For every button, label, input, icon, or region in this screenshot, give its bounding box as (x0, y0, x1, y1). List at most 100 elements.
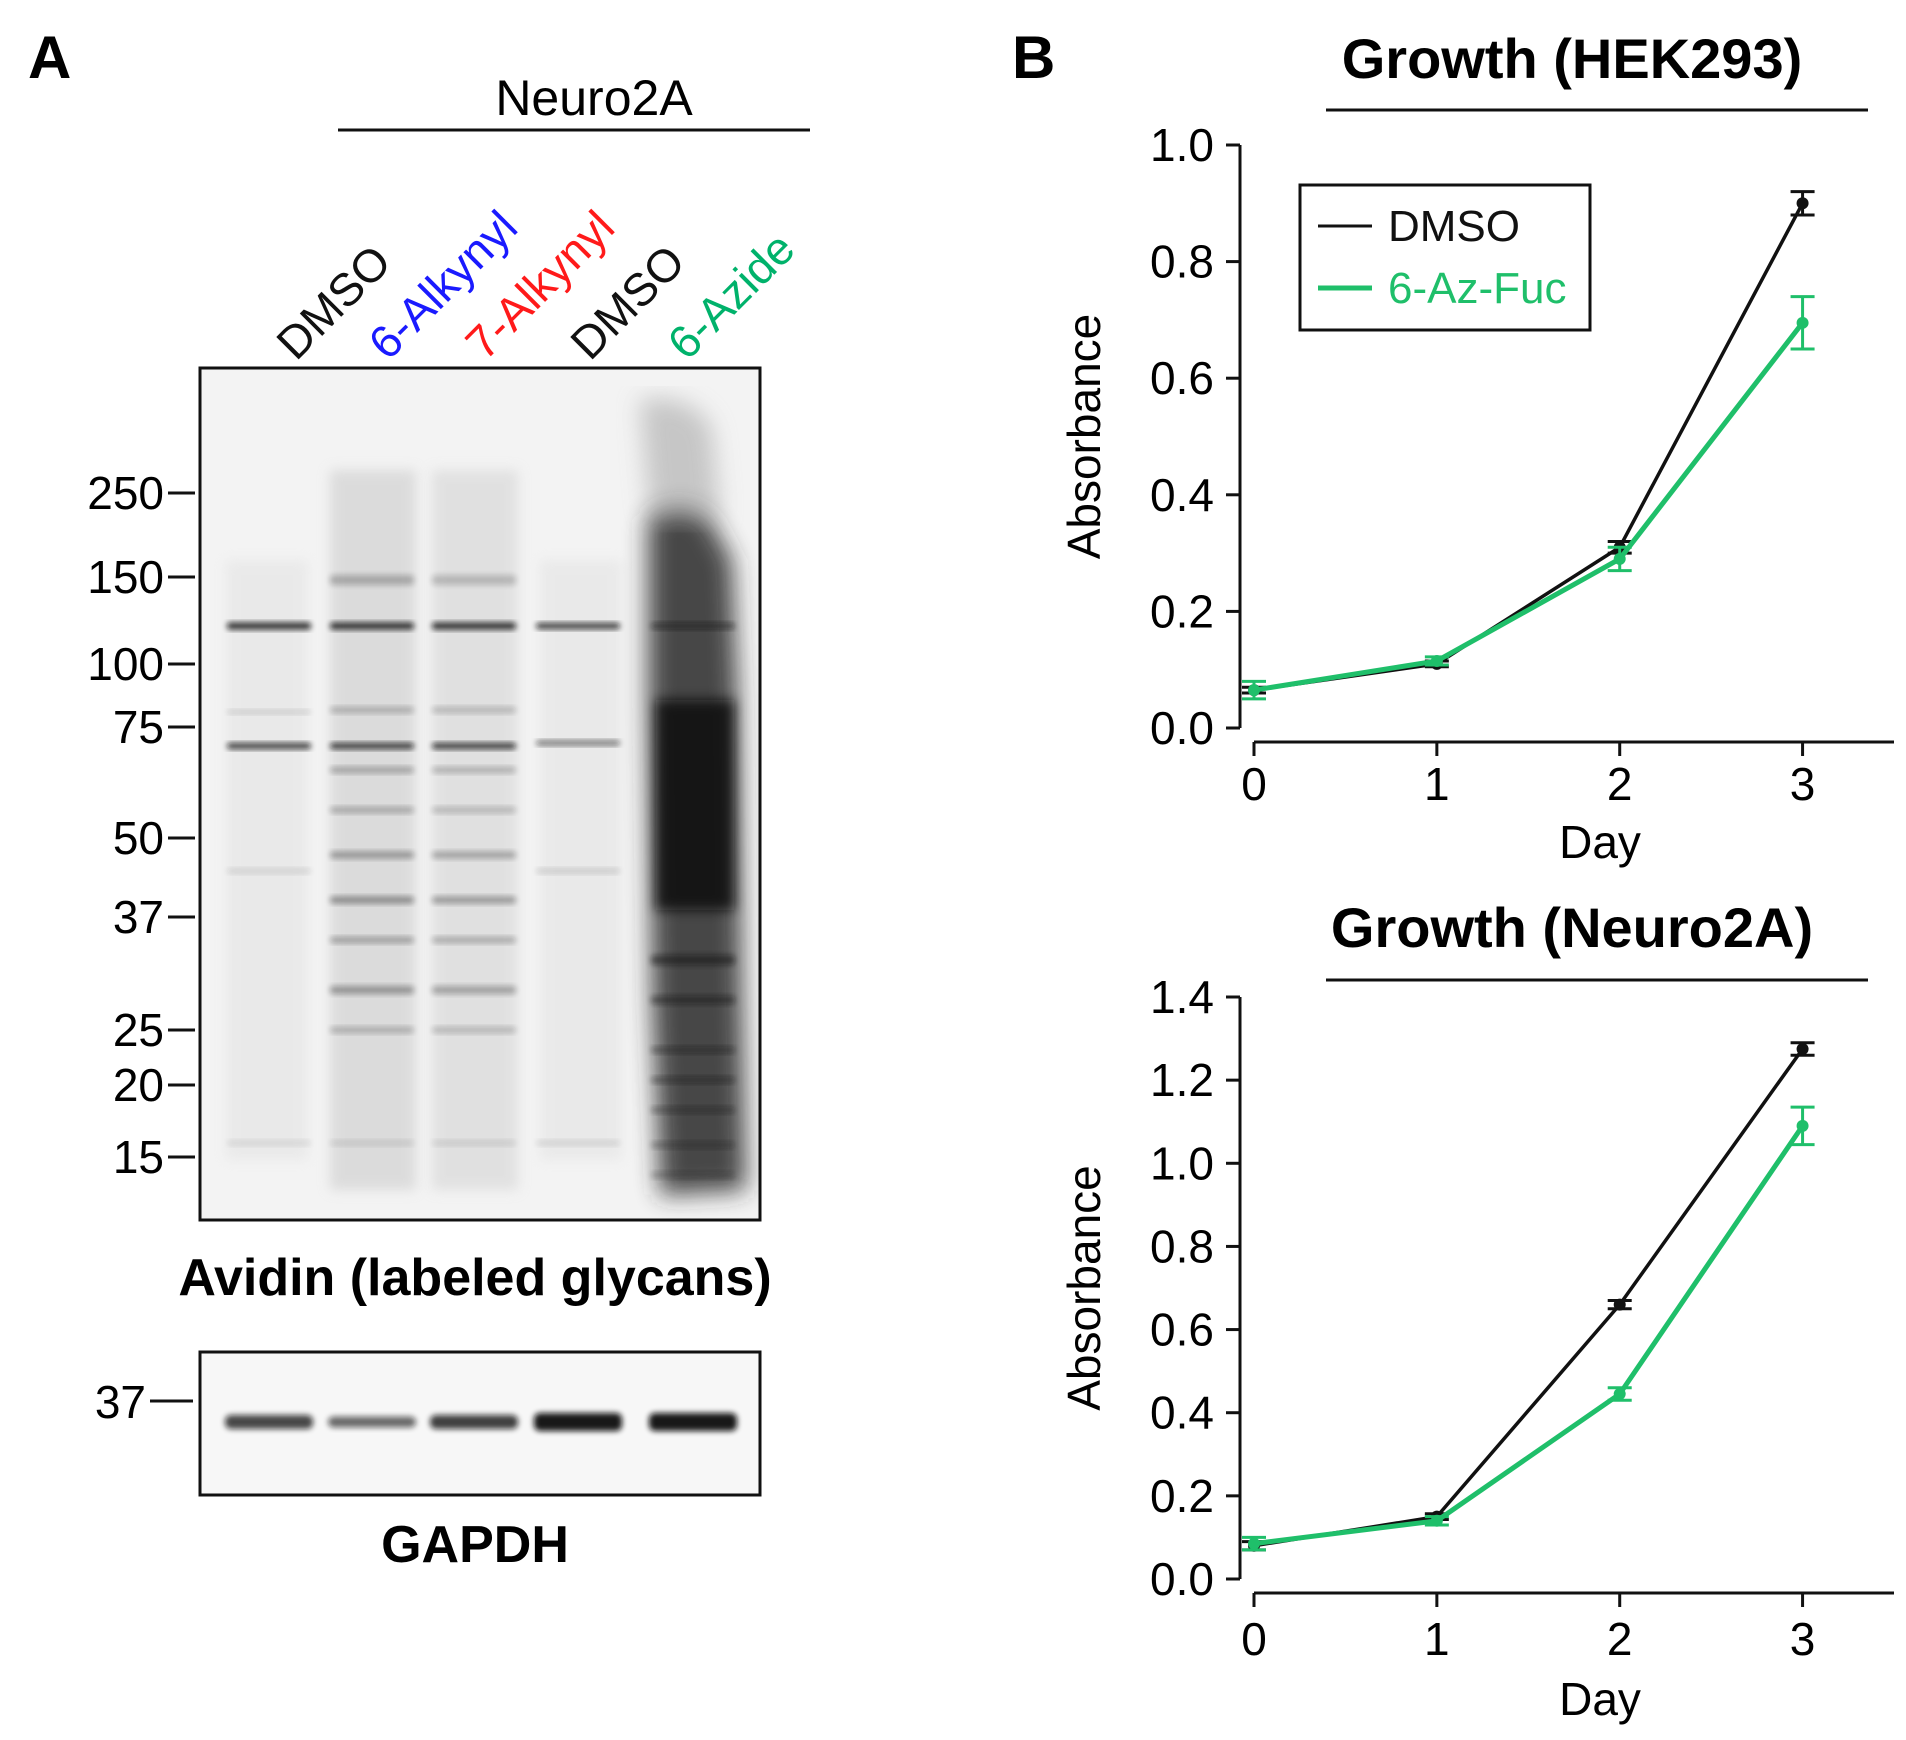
y-tick-label: 0.2 (1150, 585, 1214, 637)
legend-label: DMSO (1388, 202, 1520, 251)
lane-smear (330, 470, 416, 1190)
marker-label: 25 (113, 1004, 164, 1056)
chart-hek293: Growth (HEK293) 0.0 0.2 0.4 0.6 0.8 1.0 0 1 2 3 Day… (1058, 27, 1894, 868)
blot-band (432, 743, 516, 749)
data-point (1613, 1388, 1626, 1401)
y-tick-label: 0.4 (1150, 469, 1214, 521)
gapdh-band (649, 1413, 737, 1431)
y-tick-label: 1.0 (1150, 119, 1214, 171)
blot-band (651, 1107, 735, 1113)
gapdh-band (225, 1415, 313, 1429)
legend-label: 6-Az-Fuc (1388, 264, 1566, 313)
y-tick-label: 0.6 (1150, 352, 1214, 404)
data-point (1248, 684, 1260, 697)
marker-label: 75 (113, 701, 164, 753)
marker-label: 37 (113, 891, 164, 943)
blot-band (227, 710, 311, 714)
blot-band (651, 1142, 735, 1148)
blot-border (198, 366, 762, 1222)
data-point (1430, 654, 1443, 667)
data-point (1613, 1298, 1626, 1311)
gapdh-marker: 37 (95, 1376, 146, 1428)
x-tick-label: 3 (1790, 1613, 1816, 1665)
blot-band (432, 986, 516, 994)
blot-band (330, 807, 414, 813)
blot-band (330, 896, 414, 904)
x-axis-label: Day (1559, 816, 1641, 868)
y-tick-label: 0.0 (1150, 1553, 1214, 1605)
legend-box (1298, 183, 1592, 332)
lane-smear (432, 470, 518, 1190)
data-point (1613, 552, 1626, 565)
data-point (1248, 1537, 1260, 1550)
y-tick-label: 0.8 (1150, 1220, 1214, 1272)
blot-band (330, 767, 414, 773)
blot-band (651, 1047, 735, 1053)
blot-band (227, 1140, 311, 1146)
data-point (1430, 1514, 1443, 1527)
blot-band (330, 707, 414, 713)
blot-band (651, 623, 735, 629)
y-tick-label: 0.8 (1150, 236, 1214, 288)
x-tick-label: 2 (1607, 1613, 1633, 1665)
blot-band (432, 767, 516, 773)
series-line (1253, 1124, 1805, 1547)
azide-lane-core (656, 700, 734, 910)
blot-band (330, 1140, 414, 1146)
chart-neuro2a: Growth (Neuro2A) 0.0 0.2 0.4 0.6 0.8 1.0 1.2 1.4… (1058, 896, 1894, 1725)
blot-band (432, 622, 516, 630)
blot-band (432, 707, 516, 713)
y-tick-label: 0.6 (1150, 1304, 1214, 1356)
data-point (1796, 316, 1809, 329)
x-tick-label: 1 (1424, 1613, 1450, 1665)
avidin-blot (198, 366, 762, 1222)
lane-label: 6-Azide (657, 222, 804, 369)
lane-labels: DMSO 6-Alkynyl 7-Alkynyl DMSO 6-Azide (266, 200, 804, 369)
marker-label: 20 (113, 1059, 164, 1111)
x-tick-label: 0 (1241, 1613, 1267, 1665)
data-point (1796, 1042, 1809, 1055)
blot-band (651, 955, 735, 965)
blot-band (536, 740, 620, 746)
blot-band (432, 1027, 516, 1033)
chart-title: Growth (Neuro2A) (1331, 896, 1813, 959)
blot-band (651, 1172, 735, 1178)
panel-b-letter: B (1012, 24, 1055, 91)
lane-smear (226, 560, 308, 1160)
blot-band (227, 868, 311, 874)
gapdh-blot (198, 1350, 762, 1497)
chart-title: Growth (HEK293) (1342, 27, 1803, 90)
y-axis-label: Absorbance (1058, 1165, 1110, 1411)
cell-line-label: Neuro2A (495, 70, 693, 126)
x-axis-label: Day (1559, 1673, 1641, 1725)
blot-band (432, 575, 516, 585)
x-tick-label: 1 (1424, 758, 1450, 810)
blot-band (651, 996, 735, 1004)
blot-band (330, 575, 414, 585)
blot-band (330, 1027, 414, 1033)
gapdh-band (430, 1415, 518, 1429)
gapdh-band (534, 1413, 622, 1431)
blot-band (536, 868, 620, 874)
marker-label: 150 (87, 551, 164, 603)
y-tick-label: 0.2 (1150, 1470, 1214, 1522)
y-tick-label: 1.4 (1150, 971, 1214, 1023)
y-tick-label: 0.4 (1150, 1387, 1214, 1439)
panel-a-letter: A (28, 24, 71, 91)
blot-band (651, 1077, 735, 1083)
blot-caption: Avidin (labeled glycans) (178, 1249, 771, 1307)
blot-band (330, 851, 414, 859)
gapdh-caption: GAPDH (381, 1516, 569, 1574)
x-tick-label: 0 (1241, 758, 1267, 810)
blot-band (536, 1140, 620, 1146)
y-axis-label: Absorbance (1058, 314, 1110, 560)
blot-band (432, 1140, 516, 1146)
y-tick-label: 1.0 (1150, 1137, 1214, 1189)
gapdh-band (328, 1416, 416, 1428)
y-tick-label: 0.0 (1150, 702, 1214, 754)
blot-band (227, 622, 311, 630)
azide-lane-smear (640, 398, 720, 520)
blot-band (432, 937, 516, 943)
blot-band (330, 986, 414, 994)
